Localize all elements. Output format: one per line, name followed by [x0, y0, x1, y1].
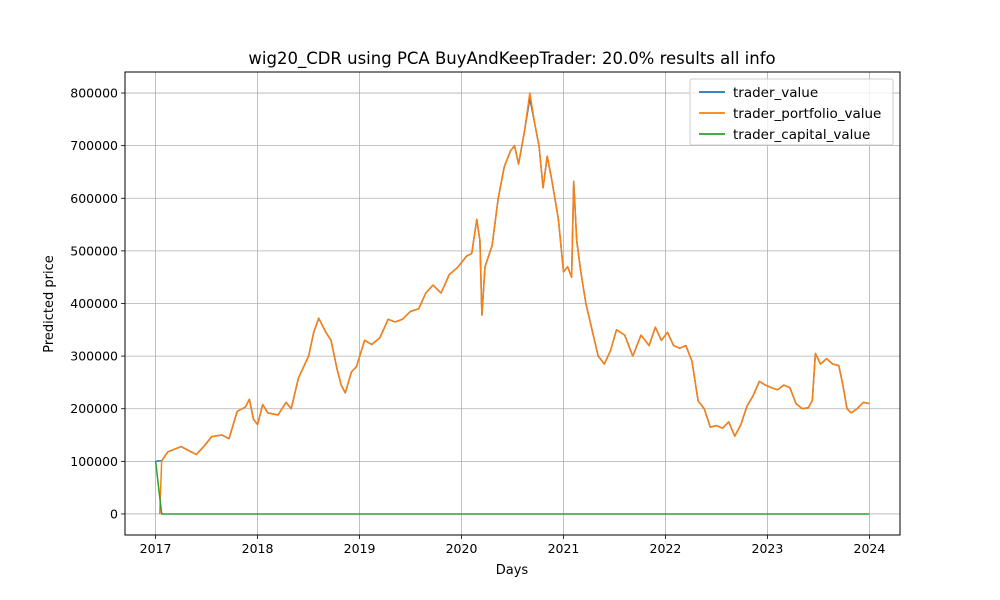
legend-box	[689, 78, 894, 146]
x-tick-label: 2023	[752, 541, 784, 556]
y-axis: 0 100000 200000 300000 400000 500000 600000 700…	[70, 86, 125, 521]
y-tick-label: 500000	[70, 243, 118, 258]
grid	[125, 72, 900, 535]
legend-entry: trader_value	[733, 85, 818, 101]
series-group	[154, 92, 870, 515]
x-tick-label: 2018	[242, 541, 274, 556]
chart-title: wig20_CDR using PCA BuyAndKeepTrader: 20…	[248, 49, 775, 69]
x-tick-label: 2019	[344, 541, 376, 556]
y-tick-label: 800000	[70, 86, 118, 101]
legend-entry: trader_portfolio_value	[733, 106, 881, 122]
legend: trader_value trader_portfolio_valuetrader…	[689, 78, 894, 146]
x-tick-label: 2021	[548, 541, 580, 556]
y-tick-label: 300000	[70, 349, 118, 364]
y-tick-label: 700000	[70, 138, 118, 153]
x-tick-label: 2020	[446, 541, 478, 556]
y-tick-label: 600000	[70, 191, 118, 206]
x-tick-label: 2022	[650, 541, 682, 556]
y-tick-label: 400000	[70, 296, 118, 311]
y-axis-label: Predicted price	[42, 255, 57, 353]
y-tick-label: 100000	[70, 454, 118, 469]
y-tick-label: 0	[110, 506, 118, 521]
series-line-trader-capital-value	[154, 461, 870, 515]
series-line-trader-portfolio-value	[158, 92, 870, 515]
x-tick-label: 2024	[854, 541, 886, 556]
x-tick-label: 2017	[140, 541, 172, 556]
x-axis: 2017 2018 2019 2020 2021 2022 2023 2024	[140, 535, 886, 556]
y-tick-label: 200000	[70, 401, 118, 416]
x-axis-label: Days	[496, 563, 529, 578]
legend-entry: trader_capital_value	[733, 127, 870, 143]
